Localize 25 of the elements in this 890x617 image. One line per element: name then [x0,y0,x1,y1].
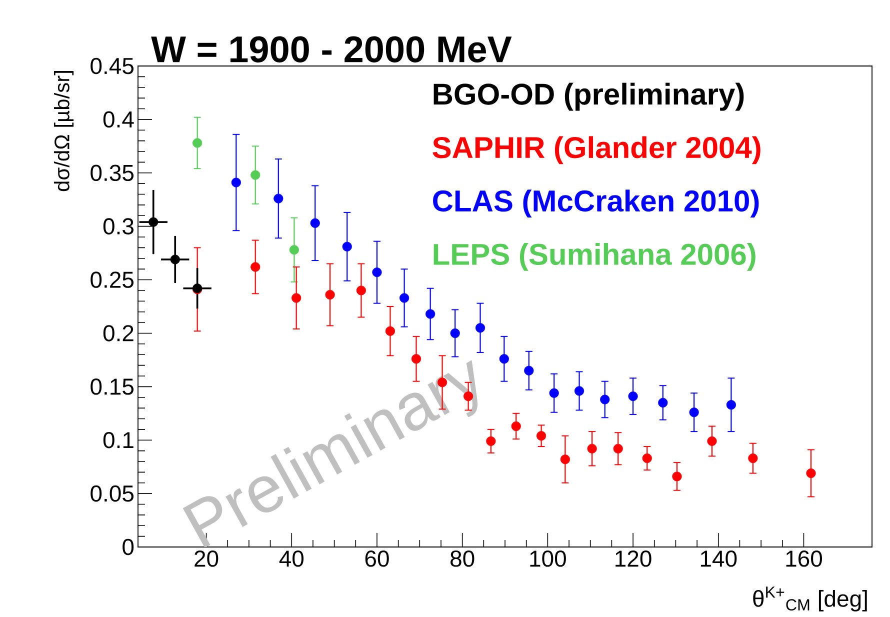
y-tick-label: 0.05 [90,485,134,502]
y-tick-label: 0.45 [90,58,134,74]
x-tick-label: 100 [530,550,566,567]
y-tick-label: 0 [122,538,134,556]
x-axis-title: θ$^{K+}$$_{CM}$ [deg] [753,586,867,612]
chart-title: W = 1900 - 2000 MeV [151,36,512,62]
y-tick-label: 0.15 [90,378,134,395]
text: SAPHIR (Glander 2004) [432,136,760,164]
text: CLAS (McCraken 2010) [433,190,759,218]
y-tick-label: 0.25 [90,272,134,288]
y-axis-title: dσ/dΩ [µb/sr] [54,71,74,192]
text: LEPS (Sumihana 2006) [434,242,756,271]
y-tick-label: 0.4 [103,111,134,128]
text: BGO-OD (preliminary) [434,82,744,111]
x-tick-label: 80 [450,550,474,567]
x-tick-label: 40 [279,550,304,567]
x-tick-label: 140 [700,550,737,567]
y-tick-label: 0.3 [103,218,134,234]
x-tick-label: 20 [194,550,218,567]
y-tick-label: 0.2 [103,325,134,342]
y-tick-label: 0.35 [90,164,134,182]
x-tick-label: 160 [786,550,822,567]
x-tick-label: 120 [616,550,652,567]
x-tick-label: 60 [365,550,389,567]
y-tick-label: 0.1 [103,432,134,448]
